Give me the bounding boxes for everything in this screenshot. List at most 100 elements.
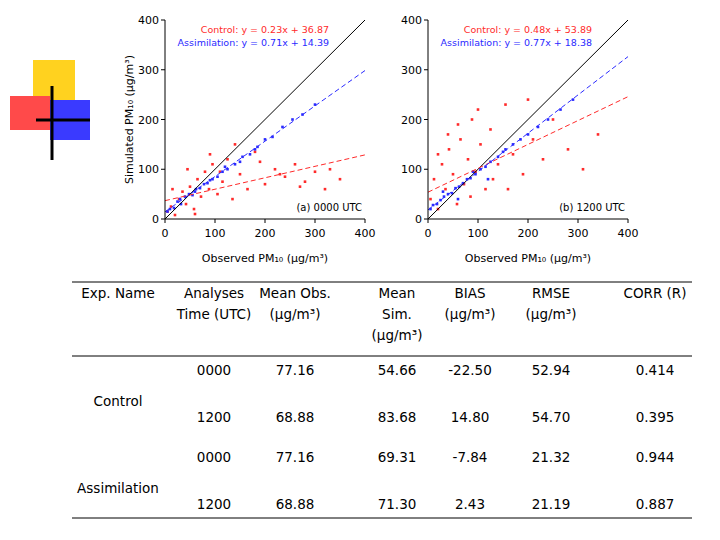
y-tick [161,69,165,70]
column-header: (μg/m³) [526,306,577,322]
column-header: Analyses [184,285,244,301]
group-label: Control [94,393,143,409]
column-header: Sim. [382,306,412,322]
y-tick [161,219,165,220]
point [487,178,490,181]
point [479,143,482,146]
point [208,188,211,191]
point [447,133,450,136]
point [444,188,447,191]
y-tick-label: 300 [138,64,159,77]
fit-line [428,57,628,210]
point [324,188,327,191]
point [492,178,495,181]
logo [10,60,90,160]
x-tick [215,219,216,223]
point [279,173,282,176]
point [211,163,214,166]
point [181,190,184,193]
y-tick-label: 400 [138,14,159,27]
x-tick-label: 200 [255,227,276,240]
column-header: BIAS [454,285,485,301]
point [572,98,575,101]
x-tick-label: 0 [425,227,432,240]
table-cell: 21.19 [532,496,571,512]
point [457,198,460,201]
point [194,213,197,216]
point [299,185,302,188]
table-cell: 14.80 [451,409,490,425]
point [442,190,445,193]
table-cell: 0.414 [636,362,675,378]
x-tick [528,219,529,223]
point [452,173,455,176]
point [504,103,507,106]
point [559,108,562,111]
x-tick [628,219,629,223]
table-cell: 54.66 [378,362,417,378]
point [196,178,199,181]
table-cell: 0000 [197,449,231,465]
y-tick-label: 0 [415,213,422,226]
x-tick [578,219,579,223]
point [209,153,212,156]
point [457,123,460,126]
point [433,178,436,181]
x-tick [365,219,366,223]
point [448,148,451,151]
table-cell: 68.88 [276,496,315,512]
point [221,170,224,173]
point [512,153,515,156]
x-tick [165,219,166,223]
panel-label: (b) 1200 UTC [559,202,625,213]
table-cell: 68.88 [276,409,315,425]
point [329,168,332,171]
point [186,168,189,171]
point [171,188,174,191]
group-label: Assimilation [77,480,159,496]
point [239,173,242,176]
table-cell: 0.887 [636,496,675,512]
point [489,128,492,131]
table-cell: 83.68 [378,409,417,425]
x-tick-label: 0 [162,227,169,240]
y-axis-label: Simulated PM₁₀ (μg/m³) [123,55,136,184]
table-cell: 0.944 [636,449,675,465]
point [552,118,555,121]
point [174,214,177,217]
point [274,168,277,171]
x-tick [478,219,479,223]
table-rule [72,518,692,519]
y-tick [424,119,428,120]
point [522,173,525,176]
y-tick-label: 200 [138,114,159,127]
point [193,208,196,211]
point [216,193,219,196]
point [185,203,188,206]
point [459,138,462,141]
table-cell: 52.94 [532,362,571,378]
fit-line [428,97,628,193]
point [259,160,262,163]
x-tick-label: 300 [568,227,589,240]
point [471,118,474,121]
table-cell: 77.16 [276,362,315,378]
plot-area [165,20,365,219]
table-cell: 69.31 [378,449,417,465]
legend-entry: Assimilation: y = 0.71x + 14.39 [178,37,329,48]
point [477,108,480,111]
y-tick [424,20,428,21]
logo-yellow [33,60,75,100]
table-cell: 71.30 [378,496,417,512]
reference-line [165,20,365,219]
point [304,180,307,183]
point [469,195,472,198]
table-cell: 2.43 [455,496,485,512]
column-header: (μg/m³) [372,327,423,343]
y-tick-label: 100 [401,163,422,176]
point [234,143,237,146]
point [429,198,432,201]
point [582,168,585,171]
point [467,158,470,161]
y-tick [424,69,428,70]
